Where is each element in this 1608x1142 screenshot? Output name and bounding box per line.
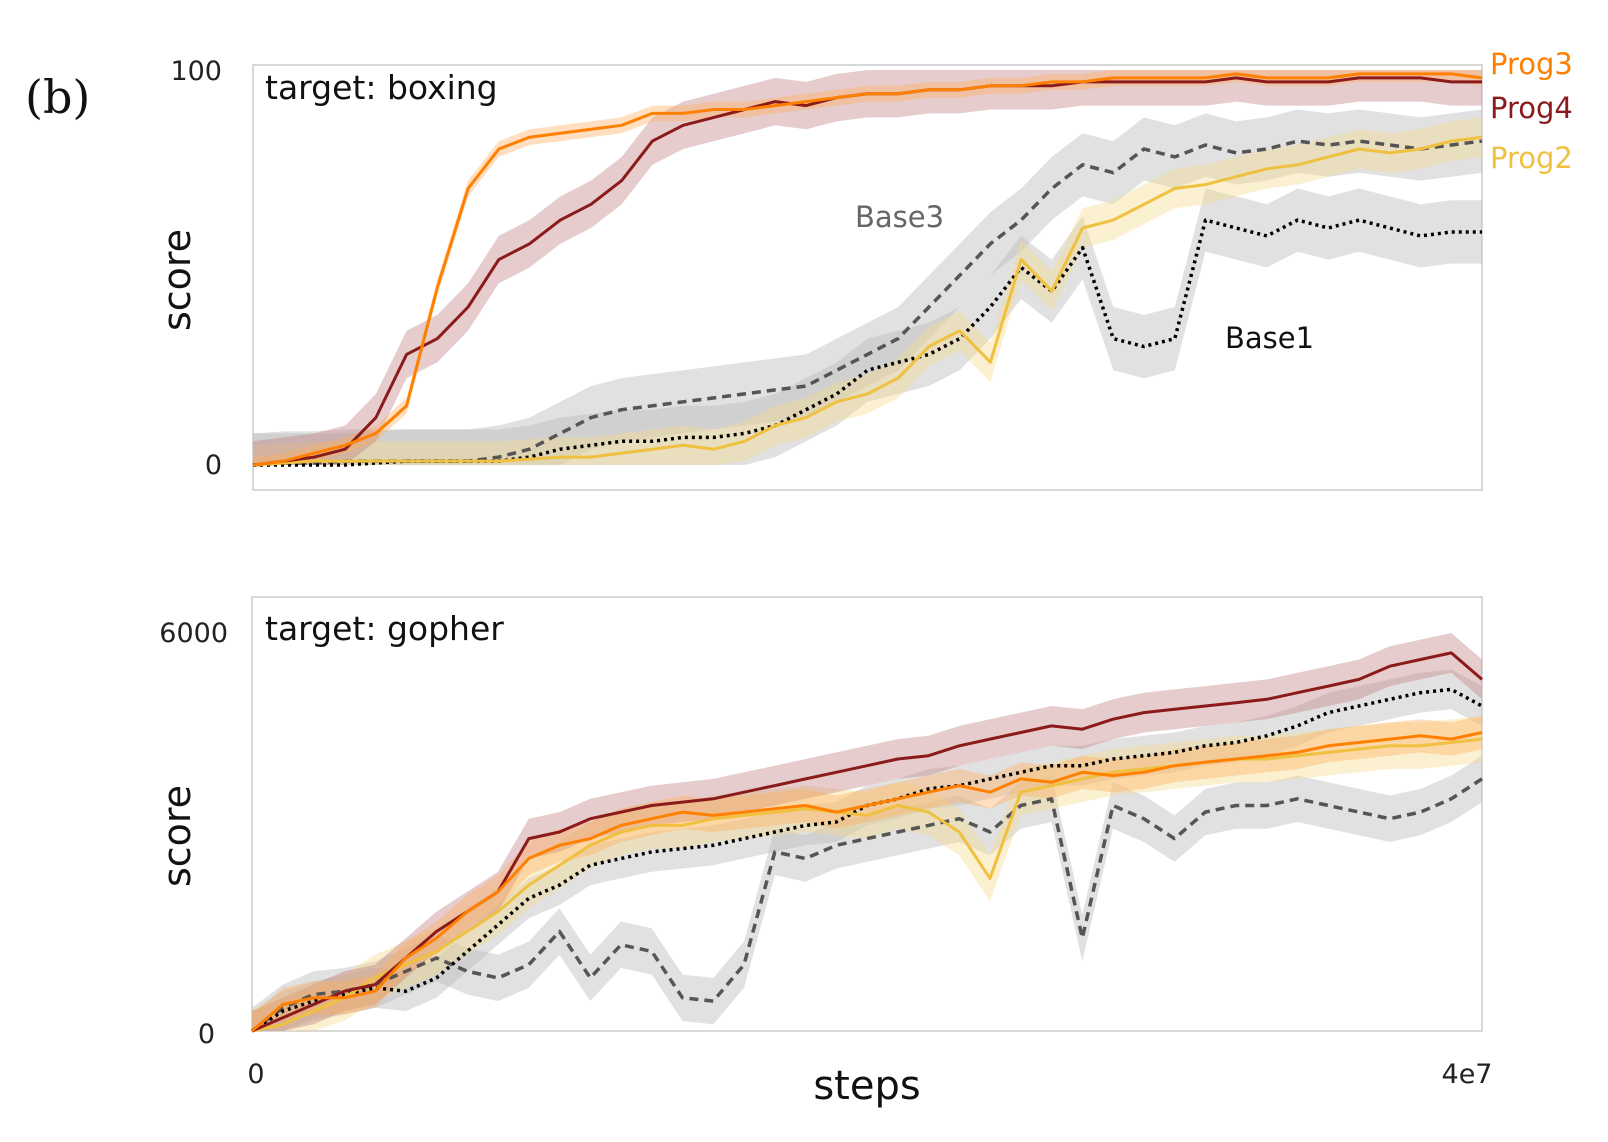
boxing-prog3-band <box>253 70 1482 465</box>
annotation-base1: Base1 <box>1225 321 1314 355</box>
legend-prog2: Prog2 <box>1490 141 1573 175</box>
xtick-0: 0 <box>247 1059 264 1090</box>
gopher-prog2-band <box>252 715 1482 1031</box>
boxing-prog4-band <box>253 70 1482 465</box>
gopher-prog3-band <box>252 715 1482 1031</box>
boxing-prog3-line <box>252 72 1483 467</box>
x-axis-label: steps <box>813 1063 920 1109</box>
gopher-ytick-6000: 6000 <box>159 618 228 649</box>
annotation-base3: Base3 <box>855 200 944 234</box>
gopher-prog3-line <box>251 731 1483 1033</box>
gopher-base3-line <box>250 777 1483 1033</box>
gopher-prog4-line <box>251 651 1483 1033</box>
boxing-ylabel: score <box>155 229 199 331</box>
boxing-base1-band <box>253 188 1482 465</box>
gopher-prog2-line <box>251 737 1483 1033</box>
gopher-base1-band <box>252 669 1482 1031</box>
gopher-ytick-0: 0 <box>198 1019 215 1050</box>
gopher-chart-title: target: gopher <box>265 609 504 648</box>
boxing-plot-area <box>252 64 1483 491</box>
panel-label: (b) <box>25 70 91 124</box>
boxing-ytick-0: 0 <box>205 450 222 481</box>
gopher-ylabel: score <box>155 785 199 887</box>
gopher-chart: target: gopher 6000 0 score <box>155 596 1483 1050</box>
gopher-base3-band <box>252 755 1482 1031</box>
boxing-prog2-band <box>253 117 1482 466</box>
boxing-prog2-line <box>252 135 1483 467</box>
legend-prog4: Prog4 <box>1490 91 1573 125</box>
boxing-chart: target: boxing 100 0 score Prog3 Prog4 P… <box>155 47 1573 491</box>
boxing-ytick-100: 100 <box>170 56 222 87</box>
boxing-base3-line <box>252 139 1483 467</box>
xtick-4e7: 4e7 <box>1442 1059 1493 1090</box>
boxing-chart-title: target: boxing <box>265 68 498 107</box>
boxing-base3-band <box>253 109 1482 465</box>
legend-prog3: Prog3 <box>1490 47 1573 81</box>
